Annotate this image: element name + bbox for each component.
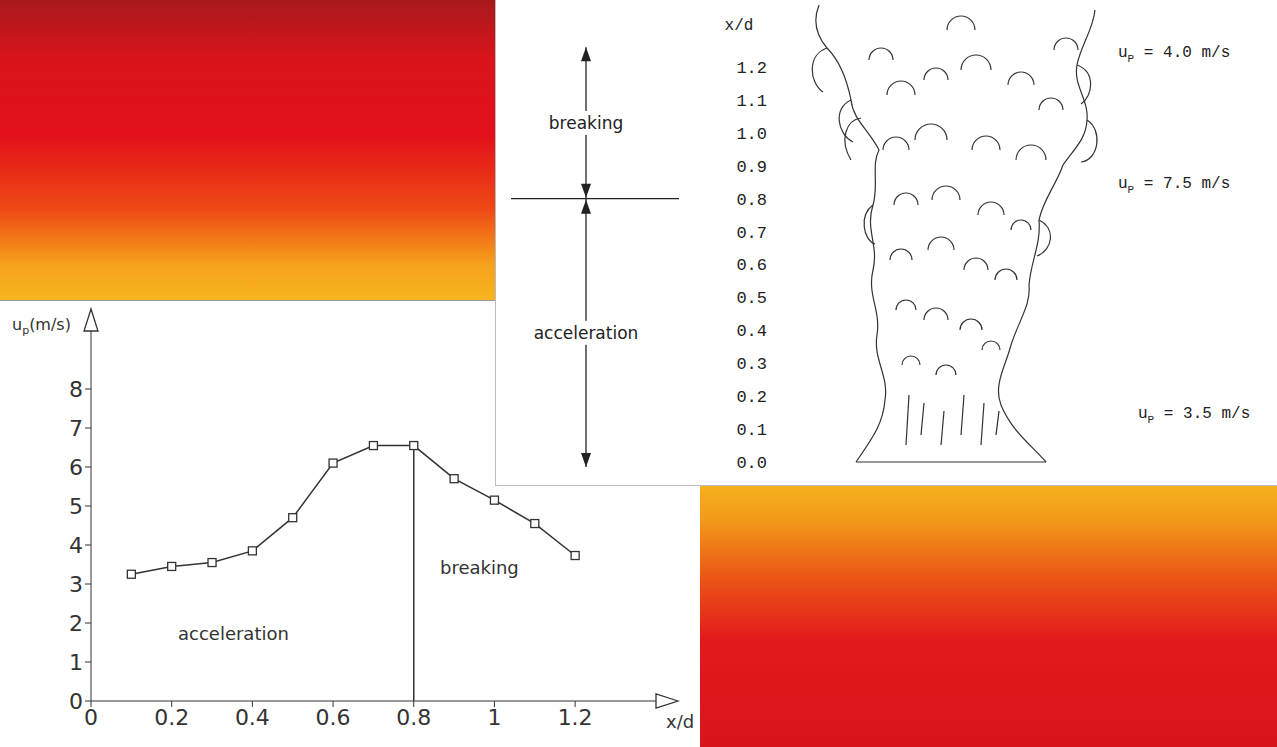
svg-text:6: 6: [69, 455, 83, 480]
svg-text:0: 0: [84, 705, 98, 730]
svg-text:0.9: 0.9: [736, 158, 767, 177]
svg-text:0: 0: [69, 689, 83, 714]
svg-text:0.4: 0.4: [235, 705, 270, 730]
svg-text:4: 4: [69, 533, 83, 558]
svg-text:2: 2: [69, 611, 83, 636]
svg-text:breaking: breaking: [549, 113, 623, 133]
html-text:x/d: x/d: [666, 711, 695, 732]
svg-text:1.2: 1.2: [736, 59, 767, 78]
svg-text:0.6: 0.6: [736, 256, 767, 275]
svg-text:0.4: 0.4: [736, 322, 767, 341]
html-text:up(m/s): up(m/s): [12, 315, 71, 338]
svg-text:0.0: 0.0: [736, 454, 767, 473]
svg-text:1.1: 1.1: [736, 92, 767, 111]
svg-text:x/d: x/d: [725, 17, 754, 35]
svg-text:uP = 3.5 m/s: uP = 3.5 m/s: [1138, 405, 1250, 426]
html-text:breaking: breaking: [440, 557, 519, 578]
svg-text:0.8: 0.8: [736, 191, 767, 210]
svg-text:1: 1: [69, 650, 83, 675]
svg-text:0.1: 0.1: [736, 421, 767, 440]
svg-text:0.3: 0.3: [736, 355, 767, 374]
svg-text:8: 8: [69, 377, 83, 402]
svg-text:0.2: 0.2: [154, 705, 189, 730]
svg-text:1: 1: [487, 705, 501, 730]
svg-text:uP = 7.5 m/s: uP = 7.5 m/s: [1118, 175, 1230, 196]
svg-text:0.7: 0.7: [736, 224, 767, 243]
svg-text:acceleration: acceleration: [534, 323, 639, 343]
svg-text:1.2: 1.2: [558, 705, 593, 730]
svg-text:5: 5: [69, 494, 83, 519]
svg-text:3: 3: [69, 572, 83, 597]
svg-text:0.6: 0.6: [316, 705, 351, 730]
svg-text:1.0: 1.0: [736, 125, 767, 144]
svg-text:uP = 4.0 m/s: uP = 4.0 m/s: [1118, 44, 1230, 65]
svg-text:7: 7: [69, 416, 83, 441]
svg-text:0.8: 0.8: [396, 705, 431, 730]
svg-text:0.2: 0.2: [736, 388, 767, 407]
html-text:acceleration: acceleration: [178, 623, 289, 644]
svg-text:0.5: 0.5: [736, 289, 767, 308]
